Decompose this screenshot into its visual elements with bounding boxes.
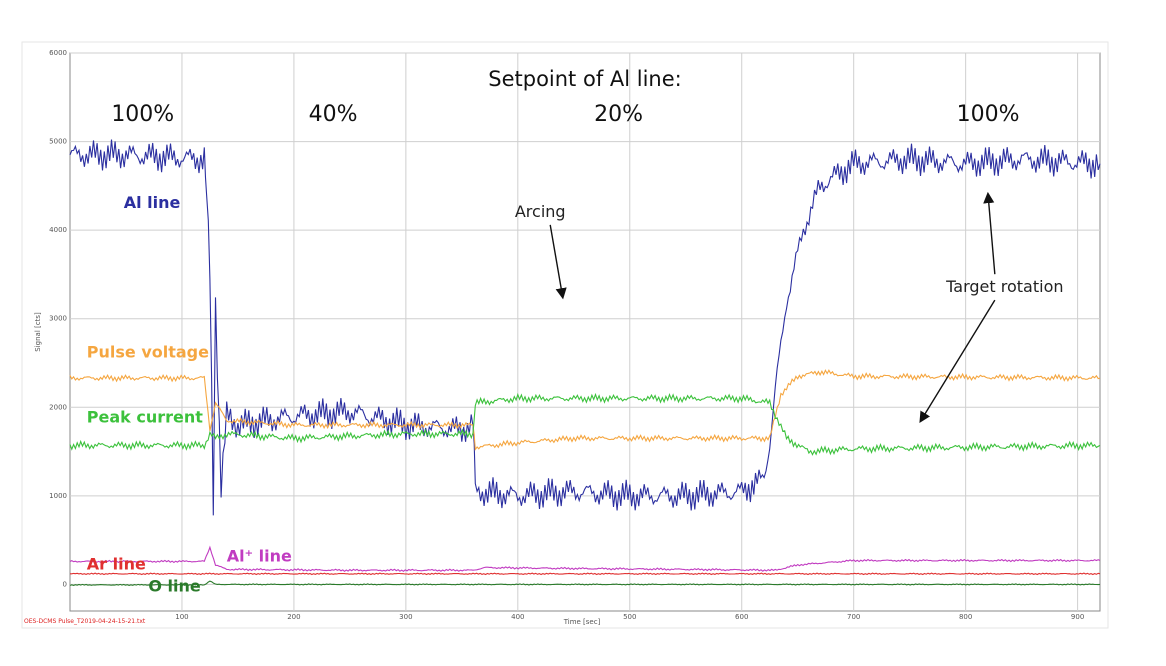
annotation-arrow-1-0 [983, 191, 996, 275]
series-line-2 [69, 392, 1101, 456]
series-label-1: Pulse voltage [87, 343, 209, 362]
phase-label-2: 20% [594, 102, 643, 127]
annotations: Arcing Target rotation [515, 191, 1064, 423]
series-line-0 [69, 139, 1101, 516]
x-tick-label-0: 100 [175, 613, 188, 621]
y-tick-label-4: 4000 [49, 226, 67, 234]
x-tick-label-8: 900 [1071, 613, 1084, 621]
series-lines [69, 139, 1101, 586]
series-label-2: Peak current [87, 407, 203, 426]
x-tick-label-2: 300 [399, 613, 412, 621]
annotation-arrow-1-1 [919, 299, 996, 423]
series-label-0: Al line [124, 193, 181, 212]
series-label-3: Ar line [87, 554, 146, 573]
footer-note: OES-DCMS Pulse_T2019-04-24-15-21.txt [24, 618, 146, 625]
phase-label-3: 100% [957, 102, 1020, 127]
x-tick-label-4: 500 [623, 613, 636, 621]
chart-title: Setpoint of Al line: [488, 67, 681, 91]
series-label-4: Al⁺ line [227, 546, 292, 565]
phase-labels: 100% 40% 20% 100% [111, 102, 1019, 127]
y-tick-label-3: 3000 [49, 315, 67, 323]
plot-area [69, 52, 1101, 612]
series-line-4 [69, 545, 1101, 572]
series-label-5: O line [148, 577, 201, 596]
series-line-5 [69, 580, 1101, 586]
x-tick-label-1: 200 [287, 613, 300, 621]
annotation-label-0: Arcing [515, 202, 566, 221]
y-tick-label-0: 0 [63, 580, 67, 588]
y-tick-label-2: 2000 [49, 403, 67, 411]
series-line-3 [70, 572, 1101, 576]
x-tick-label-5: 600 [735, 613, 748, 621]
x-tick-label-3: 400 [511, 613, 524, 621]
series-line-1 [69, 369, 1101, 451]
x-tick-label-6: 700 [847, 613, 860, 621]
y-tick-label-6: 6000 [49, 49, 67, 57]
x-axis-ticks: 100 200 300 400 500 600 700 800 900 [175, 613, 1084, 621]
y-axis-label: Signal [cts] [34, 312, 42, 352]
series-labels: Al line Pulse voltage Peak current Ar line A… [87, 193, 292, 596]
phase-label-1: 40% [309, 102, 358, 127]
annotation-label-1: Target rotation [945, 277, 1063, 296]
phase-label-0: 100% [111, 102, 174, 127]
x-tick-label-7: 800 [959, 613, 972, 621]
y-tick-label-1: 1000 [49, 492, 67, 500]
x-axis-label: Time [sec] [563, 618, 601, 626]
annotation-arrow-0-0 [549, 224, 567, 300]
y-tick-label-5: 5000 [49, 138, 67, 146]
y-axis-ticks: 0 1000 2000 3000 4000 5000 6000 [49, 49, 67, 588]
